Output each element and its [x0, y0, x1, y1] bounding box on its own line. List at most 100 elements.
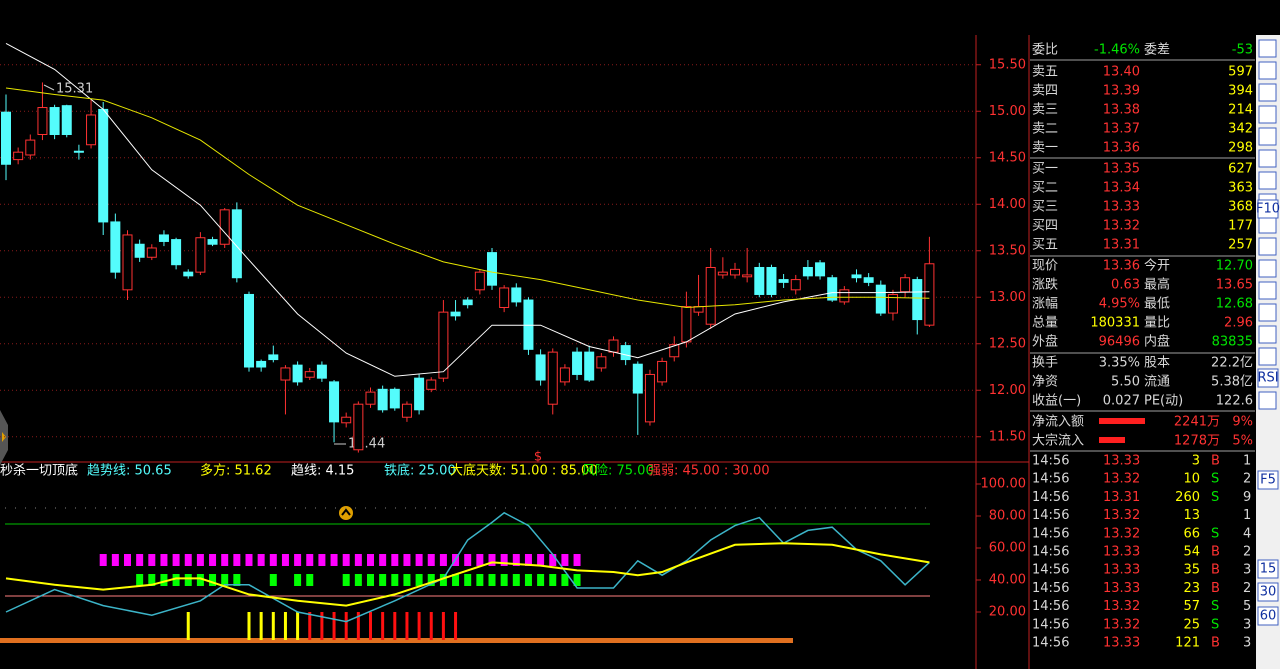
ticks-cell: 13.32	[1103, 472, 1140, 487]
signal-block	[306, 554, 314, 566]
signal-bar	[356, 612, 360, 640]
toolbar-icon[interactable]	[1258, 391, 1277, 410]
signal-block	[500, 574, 508, 586]
signal-bar	[308, 612, 312, 640]
toolbar-icon[interactable]	[1258, 281, 1277, 300]
toolbar-icon[interactable]	[1258, 347, 1277, 366]
toolbar-button[interactable]	[1257, 199, 1279, 219]
indicator-label: 多方: 51.62	[200, 463, 272, 479]
ticks-cell: 14:56	[1032, 526, 1069, 541]
ticks-cell: 5	[1243, 599, 1251, 614]
candle-body	[414, 377, 425, 411]
signal-bar	[417, 612, 421, 640]
ticks-cell: 14:56	[1032, 581, 1069, 596]
candle-body	[657, 360, 668, 383]
toolbar-button[interactable]	[1257, 582, 1279, 602]
candle-body	[632, 363, 643, 394]
candle-body	[815, 262, 826, 277]
sell-cell: 卖四	[1032, 84, 1058, 99]
moving-average	[5, 87, 930, 309]
ticks-cell: 13.33	[1103, 563, 1140, 578]
fund-cell: 5.38亿	[1211, 375, 1253, 390]
signal-block	[573, 574, 581, 586]
stats-cell: 涨幅	[1032, 297, 1058, 312]
toolbar-icon[interactable]	[1258, 237, 1277, 256]
toolbar-icon[interactable]	[1258, 215, 1277, 234]
candle-body	[474, 271, 485, 291]
toolbar-button[interactable]	[1257, 368, 1279, 388]
ticks-cell: B	[1211, 636, 1220, 651]
signal-block	[233, 554, 241, 566]
signal-block	[148, 554, 156, 566]
candle-body	[535, 354, 546, 381]
signal-block	[281, 554, 289, 566]
candle-body	[547, 351, 558, 405]
signal-block	[294, 574, 302, 586]
ticks-cell: 4	[1243, 526, 1251, 541]
toolbar-icon[interactable]	[1258, 61, 1277, 80]
toolbar-icon[interactable]	[1258, 83, 1277, 102]
ticks-cell: 13.32	[1103, 508, 1140, 523]
candle-body	[596, 356, 607, 369]
candle-body	[875, 284, 886, 314]
toolbar-button[interactable]	[1257, 606, 1279, 626]
signal-block	[209, 554, 217, 566]
candle-body	[389, 388, 400, 409]
candle-body	[887, 293, 898, 314]
header-cell: -53	[1232, 43, 1253, 58]
candle-body	[523, 299, 534, 350]
candle-body	[572, 351, 583, 375]
toolbar-icon[interactable]	[1258, 105, 1277, 124]
candle-body	[924, 263, 935, 326]
fund-cell: 收益(一)	[1032, 394, 1081, 409]
toolbar-icon[interactable]	[1258, 149, 1277, 168]
signal-block	[415, 554, 423, 566]
fund-cell: PE(动)	[1144, 394, 1183, 409]
toolbar-icon[interactable]	[1258, 171, 1277, 190]
toolbar-icon[interactable]	[1258, 259, 1277, 278]
ticks-cell: 13.33	[1103, 454, 1140, 469]
ticks-cell: 25	[1183, 617, 1200, 632]
toolbar-button[interactable]	[1257, 470, 1279, 490]
signal-bar	[186, 612, 190, 640]
candle-body	[778, 279, 789, 283]
toolbar-label: F10	[1256, 202, 1280, 217]
signal-block	[367, 554, 374, 566]
candle-body	[183, 271, 194, 277]
signal-block	[512, 574, 520, 586]
toolbar-icon[interactable]	[1258, 303, 1277, 322]
candle-body	[158, 234, 169, 242]
signal-bar	[405, 612, 409, 640]
stats-cell: 0.63	[1111, 278, 1140, 293]
signal-block	[269, 574, 277, 586]
stats-cell: 180331	[1090, 316, 1140, 331]
toolbar-icon[interactable]	[1258, 127, 1277, 146]
indicator-label: 铁底: 25.00	[384, 463, 456, 479]
candle-body	[487, 252, 497, 286]
stats-cell: 量比	[1144, 316, 1170, 331]
stats-cell: 12.70	[1216, 259, 1253, 274]
toolbar-button[interactable]	[1257, 559, 1279, 579]
stats-cell: 总量	[1032, 316, 1058, 331]
toolbar-label: 15	[1260, 562, 1277, 577]
moving-average	[5, 42, 930, 377]
candle-body	[584, 351, 595, 381]
buy-cell: 257	[1228, 238, 1253, 253]
signal-block	[549, 554, 557, 566]
sell-cell: 13.40	[1103, 65, 1140, 80]
candle-body	[681, 306, 692, 343]
toolbar-icon[interactable]	[1258, 39, 1277, 58]
sell-cell: 298	[1228, 141, 1253, 156]
candle-body	[365, 391, 376, 405]
buy-cell: 13.34	[1103, 181, 1140, 196]
buy-cell: 买五	[1032, 238, 1058, 253]
y-tick-label: 40.00	[989, 573, 1026, 588]
signal-bar	[332, 612, 336, 640]
candle-body	[256, 360, 267, 368]
toolbar-icon[interactable]	[1258, 325, 1277, 344]
y-tick-label: 12.00	[989, 383, 1026, 398]
ticks-cell: 54	[1183, 545, 1200, 560]
header-cell: 委差	[1144, 43, 1170, 58]
candle-body	[462, 299, 473, 306]
